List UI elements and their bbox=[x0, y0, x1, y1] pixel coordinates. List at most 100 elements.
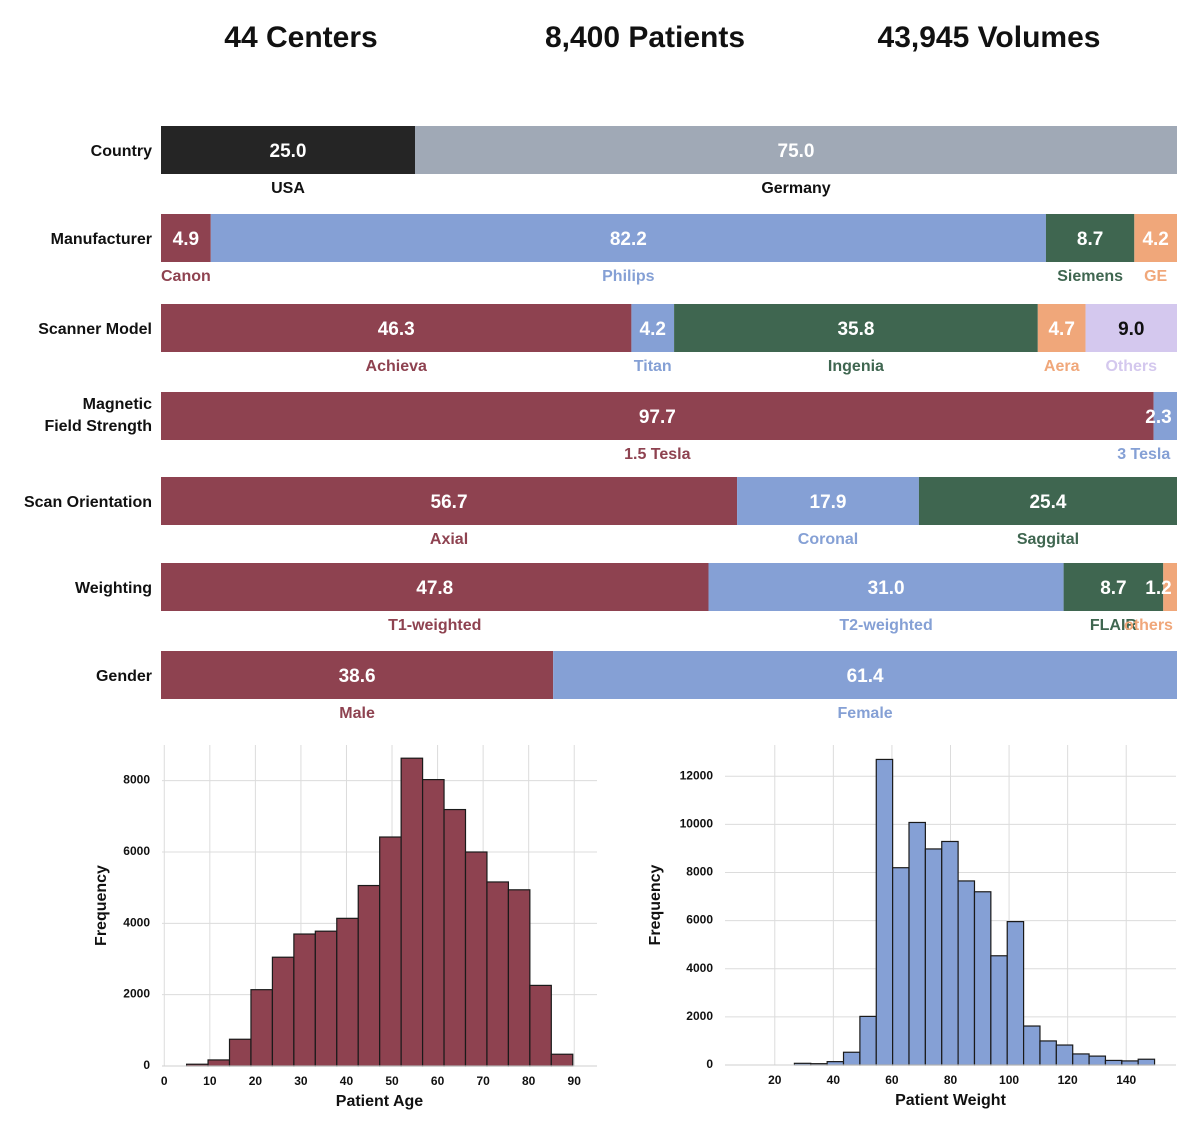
segment-value: 9.0 bbox=[1118, 319, 1144, 340]
segment-coronal bbox=[737, 477, 919, 525]
segment-achieva bbox=[161, 304, 632, 352]
segment-titan bbox=[631, 304, 675, 352]
segment-value: 82.2 bbox=[610, 229, 647, 250]
segment-label: 3 Tesla bbox=[1117, 446, 1170, 463]
x-axis-label: Patient Age bbox=[336, 1093, 424, 1110]
segment-siemens bbox=[1045, 214, 1135, 262]
y-tick-label: 12000 bbox=[680, 768, 714, 782]
segment-label: T2-weighted bbox=[839, 617, 932, 634]
x-axis-label: Patient Weight bbox=[895, 1092, 1006, 1109]
segment-value: 8.7 bbox=[1077, 229, 1103, 250]
segment-philips bbox=[210, 214, 1046, 262]
segment-label: Coronal bbox=[798, 531, 858, 548]
histogram-bar bbox=[1088, 1055, 1107, 1066]
segment-label: Female bbox=[838, 705, 893, 722]
histogram-bar bbox=[486, 881, 510, 1067]
x-tick-label: 40 bbox=[827, 1073, 841, 1087]
segment-others bbox=[1085, 304, 1177, 352]
x-tick-label: 40 bbox=[340, 1074, 354, 1088]
histogram-bar bbox=[1137, 1058, 1156, 1066]
segment-value: 46.3 bbox=[378, 319, 415, 340]
segment-label: Philips bbox=[602, 268, 655, 285]
segment-value: 56.7 bbox=[431, 492, 468, 513]
histogram-bar bbox=[464, 851, 488, 1067]
x-tick-label: 80 bbox=[944, 1073, 958, 1087]
y-axis-label: Frequency bbox=[93, 865, 110, 946]
segment-label: T1-weighted bbox=[388, 617, 481, 634]
x-tick-label: 90 bbox=[568, 1074, 582, 1088]
row-label: Field Strength bbox=[44, 418, 152, 435]
stacked-row-country: Country 25.0 USA 75.0 Germany bbox=[91, 126, 1177, 197]
histogram-bar bbox=[908, 821, 926, 1066]
segment-canon bbox=[161, 214, 211, 262]
histogram-bar bbox=[957, 880, 976, 1066]
histogram-bar bbox=[1104, 1059, 1123, 1066]
histogram-patient-age: 0 10 20 30 40 50 60 70 80 90 0 2000 4000 6000 8000 Pati… bbox=[93, 745, 597, 1110]
segment-value: 2.3 bbox=[1145, 407, 1171, 428]
histogram-bar bbox=[842, 1051, 861, 1066]
y-tick-label: 6000 bbox=[123, 844, 150, 858]
y-tick-label: 8000 bbox=[686, 865, 713, 879]
histogram-bar bbox=[1121, 1060, 1139, 1066]
segment-t2-weighted bbox=[708, 563, 1064, 611]
segment-ingenia bbox=[674, 304, 1038, 352]
row-label: Scanner Model bbox=[38, 321, 152, 338]
histogram-bar bbox=[1039, 1040, 1057, 1066]
histogram-bar bbox=[357, 884, 381, 1067]
segment-value: 61.4 bbox=[847, 666, 884, 687]
stacked-row-scanner-model: Scanner Model 46.3 Achieva 4.2 Titan 35.8 Inge… bbox=[38, 304, 1177, 375]
segment-ge bbox=[1134, 214, 1177, 262]
histogram-bar bbox=[973, 891, 992, 1066]
segment-value: 4.2 bbox=[640, 319, 666, 340]
x-tick-label: 70 bbox=[476, 1074, 490, 1088]
segment-label: Germany bbox=[761, 180, 830, 197]
segment-value: 25.0 bbox=[270, 141, 307, 162]
histogram-bar bbox=[1055, 1044, 1074, 1066]
segment-value: 75.0 bbox=[778, 141, 815, 162]
histogram-bar bbox=[529, 984, 552, 1067]
segment-flair bbox=[1063, 563, 1164, 611]
segment-saggital bbox=[918, 477, 1177, 525]
y-tick-label: 6000 bbox=[686, 913, 713, 927]
stacked-row-scan-orientation: Scan Orientation 56.7 Axial 17.9 Coronal 25.4… bbox=[24, 477, 1177, 548]
histogram-bar bbox=[271, 956, 295, 1067]
segment-label: Others bbox=[1105, 358, 1157, 375]
histogram-bar bbox=[1072, 1053, 1090, 1066]
segment-label: USA bbox=[271, 180, 305, 197]
row-label: Weighting bbox=[75, 580, 152, 597]
row-label: Magnetic bbox=[83, 396, 152, 413]
segment-label: Siemens bbox=[1057, 268, 1123, 285]
histogram-bar bbox=[550, 1053, 574, 1067]
histogram-bar bbox=[314, 930, 338, 1067]
segment-label: Achieva bbox=[366, 358, 427, 375]
segment-label: Saggital bbox=[1017, 531, 1079, 548]
row-label: Manufacturer bbox=[51, 231, 152, 248]
stat-2: 43,945 Volumes bbox=[878, 21, 1101, 54]
y-tick-label: 4000 bbox=[686, 961, 713, 975]
x-tick-label: 60 bbox=[431, 1074, 445, 1088]
histogram-bar bbox=[207, 1059, 231, 1067]
histogram-bar bbox=[228, 1038, 252, 1067]
segment-label: 1.5 Tesla bbox=[624, 446, 691, 463]
histogram-bar bbox=[507, 889, 531, 1067]
segment-germany bbox=[415, 126, 1177, 174]
segment-aera bbox=[1037, 304, 1086, 352]
segment-value: 47.8 bbox=[416, 578, 453, 599]
histogram-bar bbox=[924, 848, 943, 1066]
y-axis-label: Frequency bbox=[647, 864, 664, 945]
histogram-bar bbox=[941, 840, 959, 1066]
histogram-bar bbox=[875, 758, 894, 1066]
segment-male bbox=[161, 651, 554, 699]
segment-value: 35.8 bbox=[837, 319, 874, 340]
x-tick-label: 0 bbox=[161, 1074, 168, 1088]
segment-3-tesla bbox=[1153, 392, 1177, 440]
stacked-row-manufacturer: Manufacturer 4.9 Canon 82.2 Philips 8.7 Siemen… bbox=[51, 214, 1177, 285]
segment-usa bbox=[161, 126, 415, 174]
histogram-bar bbox=[1022, 1025, 1041, 1066]
segment-label: GE bbox=[1144, 268, 1167, 285]
stacked-row-gender: Gender 38.6 Male 61.4 Female bbox=[96, 651, 1177, 722]
histogram-bar bbox=[826, 1061, 845, 1066]
segment-value: 8.7 bbox=[1100, 578, 1126, 599]
stat-0: 44 Centers bbox=[224, 21, 377, 54]
x-tick-label: 80 bbox=[522, 1074, 536, 1088]
